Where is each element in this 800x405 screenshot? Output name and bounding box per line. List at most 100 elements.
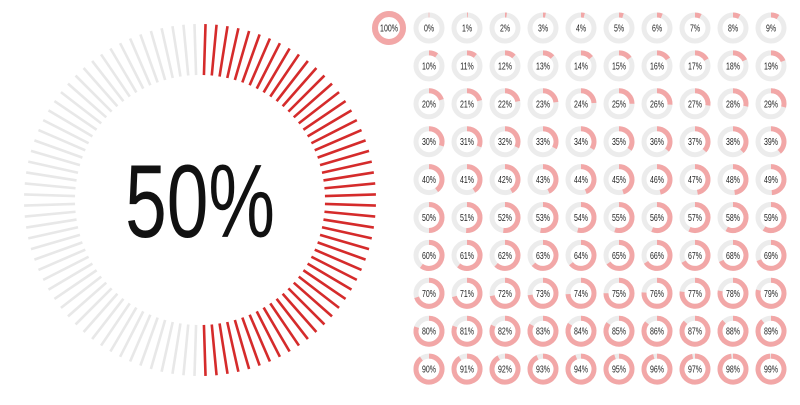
ring-tick: [25, 212, 76, 217]
mini-ring: 70%: [416, 280, 442, 306]
mini-ring: 32%: [492, 129, 518, 155]
ring-tick: [250, 38, 270, 85]
ring-tick: [26, 220, 76, 228]
mini-ring-label: 68%: [726, 250, 740, 262]
mini-ring-label: 97%: [688, 363, 702, 375]
mini-ring: 68%: [720, 242, 746, 268]
mini-ring-label: 59%: [764, 212, 778, 224]
mini-ring-label: 95%: [612, 363, 626, 375]
mini-ring: 0%: [416, 13, 442, 42]
mini-ring: 47%: [682, 167, 708, 193]
mini-ring: 77%: [682, 280, 708, 306]
mini-ring-label: 6%: [652, 22, 662, 34]
mini-ring-fill: [695, 53, 706, 60]
mini-ring-label: 92%: [498, 363, 512, 375]
ring-tick: [220, 323, 228, 373]
mini-ring: 89%: [758, 318, 784, 344]
ring-tick: [323, 172, 373, 180]
mini-ring-fill: [543, 53, 552, 57]
mini-ring-label: 14%: [574, 60, 588, 72]
mini-ring-label: 35%: [612, 136, 626, 148]
mini-ring: 72%: [492, 280, 518, 306]
ring-tick: [183, 324, 188, 375]
mini-ring: 15%: [606, 53, 632, 79]
mini-ring: 86%: [644, 318, 670, 344]
mini-ring-label: 39%: [764, 136, 778, 148]
mini-ring-label: 0%: [424, 22, 434, 34]
mini-ring: 73%: [530, 280, 556, 306]
mini-ring: 85%: [606, 318, 632, 344]
mini-ring: 1%: [454, 15, 480, 41]
mini-ring-label: 13%: [536, 60, 550, 72]
mini-ring: 43%: [530, 167, 556, 193]
mini-ring: 69%: [758, 242, 784, 268]
mini-ring-label: 65%: [612, 250, 626, 262]
mini-ring-label: 4%: [576, 22, 586, 34]
mini-ring: 64%: [568, 242, 594, 268]
mini-ring-label: 25%: [612, 98, 626, 110]
mini-ring-label: 7%: [690, 22, 700, 34]
mini-ring-label: 88%: [726, 325, 740, 337]
mini-ring-label: 19%: [764, 60, 778, 72]
mini-ring-label: 22%: [498, 98, 512, 110]
mini-ring: 5%: [606, 15, 632, 41]
mini-ring: 95%: [606, 356, 632, 382]
mini-ring: 36%: [644, 129, 670, 155]
mini-ring: 83%: [530, 318, 556, 344]
ring-tick: [38, 250, 85, 270]
mini-ring-label: 1%: [462, 22, 472, 34]
mini-ring-label: 16%: [650, 60, 664, 72]
mini-ring-label: 30%: [422, 136, 436, 148]
ring-tick: [325, 204, 376, 206]
mini-ring: 41%: [454, 167, 480, 193]
mini-ring: 18%: [720, 53, 746, 79]
mini-ring-fill: [771, 15, 778, 17]
mini-ring: 59%: [758, 205, 784, 231]
mini-ring-label: 46%: [650, 174, 664, 186]
mini-ring-fill: [657, 53, 668, 59]
mini-ring: 26%: [644, 91, 670, 117]
mini-ring: 34%: [568, 129, 594, 155]
mini-ring: 19%: [758, 53, 784, 79]
mini-ring-label: 47%: [688, 174, 702, 186]
mini-ring: 60%: [416, 242, 442, 268]
mini-ring: 96%: [644, 356, 670, 382]
mini-ring-label: 3%: [538, 22, 548, 34]
mini-ring-label: 41%: [460, 174, 474, 186]
mini-ring-label: 2%: [500, 22, 510, 34]
mini-ring-label: 49%: [764, 174, 778, 186]
ring-tick: [257, 311, 280, 356]
mini-ring-label: 74%: [574, 288, 588, 300]
mini-ring: 79%: [758, 280, 784, 306]
mini-ring-label: 72%: [498, 288, 512, 300]
mini-ring: 62%: [492, 242, 518, 268]
mini-ring-fill: [619, 53, 630, 58]
ring-tick: [324, 183, 375, 188]
mini-ring: 65%: [606, 242, 632, 268]
ring-tick: [130, 38, 150, 85]
mini-ring-label: 43%: [536, 174, 550, 186]
mini-ring: 22%: [492, 91, 518, 117]
ring-tick: [315, 250, 362, 270]
mini-ring-label: 37%: [688, 136, 702, 148]
mini-ring-label: 31%: [460, 136, 474, 148]
ring-tick: [130, 315, 150, 362]
mini-ring-label: 76%: [650, 288, 664, 300]
ring-tick: [204, 325, 206, 376]
mini-ring-label: 23%: [536, 98, 550, 110]
mini-ring-label: 50%: [422, 212, 436, 224]
mini-ring-label: 24%: [574, 98, 588, 110]
mini-ring-fill: [733, 15, 739, 17]
ring-tick: [183, 25, 188, 76]
mini-ring-label: 17%: [688, 60, 702, 72]
mini-ring-label: 66%: [650, 250, 664, 262]
ring-tick: [38, 130, 85, 150]
ring-tick: [311, 120, 356, 143]
mini-ring: 30%: [416, 129, 442, 155]
mini-ring-label: 91%: [460, 363, 474, 375]
mini-ring-label: 10%: [422, 60, 436, 72]
ring-tick: [212, 324, 217, 375]
mini-ring-label: 61%: [460, 250, 474, 262]
ring-tick: [172, 323, 180, 373]
mini-ring-label: 80%: [422, 325, 436, 337]
